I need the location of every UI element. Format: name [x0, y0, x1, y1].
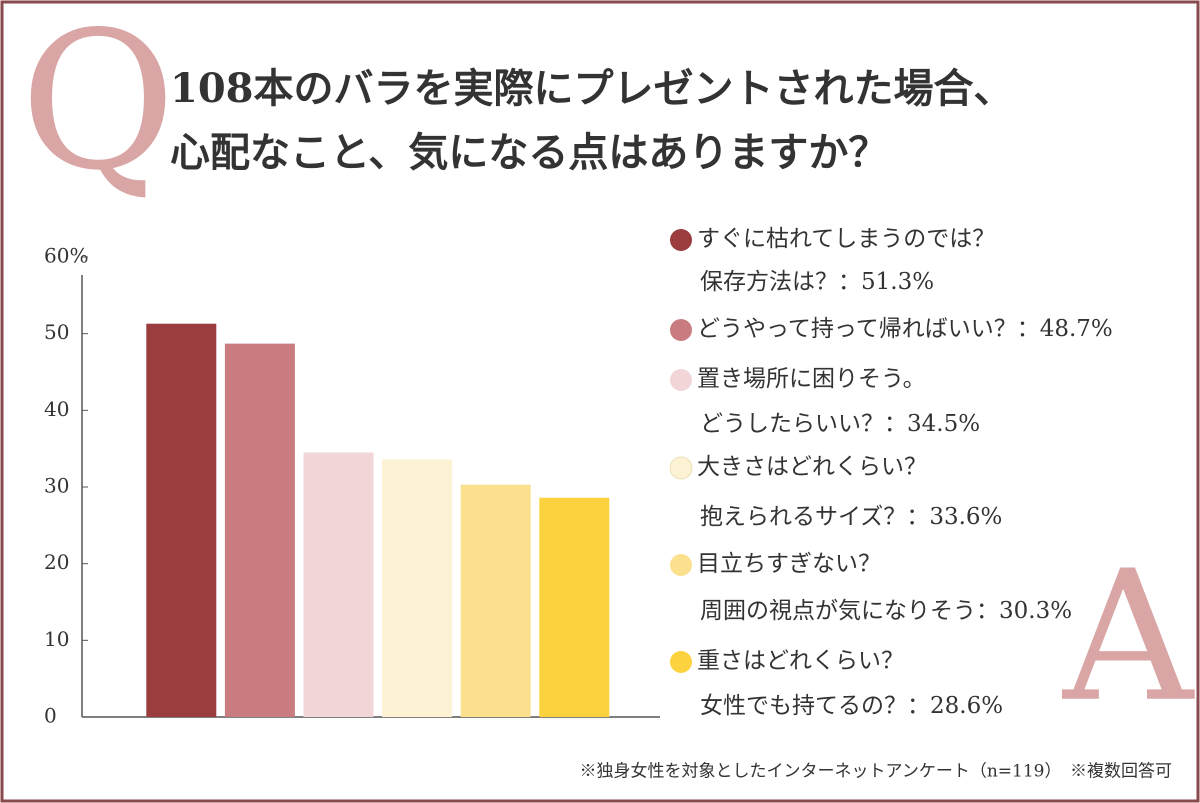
bar	[539, 497, 610, 717]
footnote: ※独身女性を対象としたインターネットアンケート（n=119） ※複数回答可	[580, 762, 1172, 782]
legend-swatch	[670, 651, 692, 673]
legend-label: 重さはどれくらい？	[697, 648, 904, 674]
y-tick-label: 50	[44, 320, 69, 344]
legend-swatch	[670, 319, 692, 341]
y-tick-label: 60%	[44, 244, 88, 268]
bar	[224, 343, 295, 717]
bar	[382, 459, 453, 717]
legend-label: 周囲の視点が気になりそう	[700, 598, 976, 624]
legend-swatch	[670, 554, 692, 576]
bar	[303, 452, 374, 717]
y-tick-label: 40	[44, 397, 69, 421]
value-label: ：28.6%	[907, 693, 1003, 719]
y-tick-label: 30	[44, 474, 69, 498]
legend-label: 女性でも持てるの？	[700, 693, 907, 719]
legend-label: 目立ちすぎない？	[697, 551, 881, 577]
chart-title: 心配なこと、気になる点はありますか？	[170, 129, 888, 176]
value-label: ：30.3%	[976, 598, 1072, 624]
legend-label: 大きさはどれくらい？	[697, 454, 927, 480]
legend-swatch	[669, 456, 693, 480]
value-label: ：34.5%	[884, 411, 980, 437]
legend-label: すぐに枯れてしまうのでは？	[697, 226, 995, 252]
legend-swatch	[670, 229, 692, 251]
bar	[460, 484, 531, 717]
y-tick-label: 10	[44, 627, 69, 651]
value-label: ：51.3%	[838, 269, 934, 295]
bar	[146, 323, 217, 717]
value-label: ：48.7%	[1017, 316, 1113, 342]
legend-label: 保存方法は？	[700, 269, 838, 295]
legend-label: 抱えられるサイズ？	[700, 504, 906, 530]
q-mark: Q	[20, 0, 176, 212]
value-label: ：33.6%	[906, 504, 1002, 530]
legend-label: どうやって持って帰ればいい？	[697, 316, 1017, 342]
legend-label: 置き場所に困りそう。	[697, 366, 926, 392]
legend-swatch	[670, 369, 692, 391]
a-mark: A	[1061, 533, 1195, 742]
chart-title: 108本のバラを実際にプレゼントされた場合、	[170, 65, 1014, 112]
y-tick-label: 0	[44, 704, 57, 728]
y-tick-label: 20	[44, 550, 69, 574]
legend-label: どうしたらいい？	[700, 411, 884, 437]
